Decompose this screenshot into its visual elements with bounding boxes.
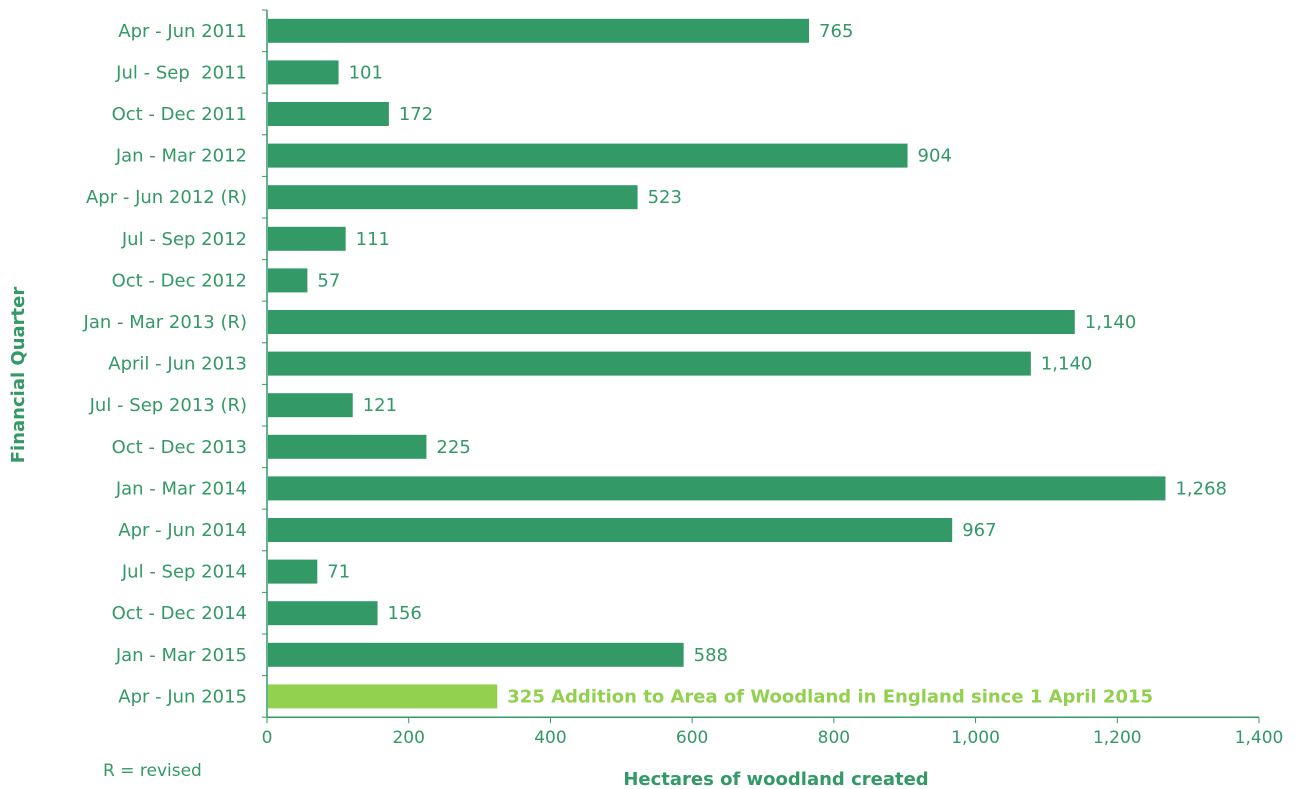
data-label: 111 — [356, 229, 390, 250]
category-label: Apr - Jun 2015 — [118, 686, 247, 707]
category-label: Apr - Jun 2014 — [118, 520, 247, 541]
data-label: 121 — [363, 395, 397, 416]
axes-layer: 0 200 400 600 800 1,000 1,200 1,400 — [262, 9, 1284, 748]
bar — [268, 434, 427, 459]
bar — [268, 143, 908, 168]
category-label: Jan - Mar 2015 — [115, 645, 247, 666]
x-tick-label: 1,400 — [1235, 728, 1284, 748]
data-labels-layer: 765 101 172 904 523 111 57 1,140 1,140 121 225 1,26… — [317, 21, 1227, 708]
bar — [268, 601, 378, 626]
bar — [268, 60, 339, 85]
data-label: 71 — [327, 562, 350, 583]
y-axis-title: Financial Quarter — [8, 287, 29, 464]
data-label: 225 — [436, 437, 470, 458]
bar — [268, 518, 953, 542]
data-label: 1,268 — [1175, 478, 1227, 499]
x-tick-label: 800 — [818, 728, 850, 748]
category-label: Jan - Mar 2013 (R) — [83, 312, 247, 333]
data-label: 765 — [819, 21, 853, 42]
data-label: 523 — [648, 187, 682, 208]
x-tick-label: 400 — [534, 728, 566, 748]
data-label: 1,140 — [1085, 312, 1137, 333]
bar — [268, 310, 1075, 334]
bar — [268, 642, 684, 667]
category-label: Oct - Dec 2014 — [112, 603, 247, 624]
data-label: 967 — [962, 520, 996, 541]
x-tick-label: 1,000 — [951, 728, 1000, 748]
revised-footnote: R = revised — [103, 761, 202, 781]
data-label: 904 — [918, 146, 952, 167]
bar — [268, 559, 318, 584]
category-label: Jul - Sep 2012 — [121, 229, 247, 250]
bar — [268, 684, 498, 709]
bar — [268, 351, 1031, 376]
category-label: Jul - Sep 2011 — [115, 62, 247, 83]
x-axis-title: Hectares of woodland created — [623, 769, 928, 789]
x-tick-label: 1,200 — [1093, 728, 1142, 748]
bar — [268, 185, 638, 210]
category-label: Apr - Jun 2012 (R) — [86, 187, 247, 208]
bar — [268, 18, 810, 43]
x-tick-label: 0 — [262, 728, 273, 748]
category-label: Jan - Mar 2012 — [115, 146, 247, 167]
category-label: Apr - Jun 2011 — [118, 21, 247, 42]
category-label: Oct - Dec 2013 — [112, 437, 247, 458]
category-label: Jan - Mar 2014 — [115, 478, 247, 499]
category-label: Oct - Dec 2012 — [112, 270, 247, 291]
bar — [268, 102, 389, 126]
bar — [268, 393, 353, 418]
category-label: Jul - Sep 2013 (R) — [89, 395, 247, 416]
bar — [268, 226, 346, 251]
data-label: 57 — [317, 270, 340, 291]
data-label: 588 — [694, 645, 728, 666]
category-label: April - Jun 2013 — [108, 354, 247, 375]
data-label: 1,140 — [1041, 354, 1093, 375]
category-label: Jul - Sep 2014 — [121, 562, 247, 583]
x-tick-label: 200 — [392, 728, 424, 748]
category-labels-layer: Apr - Jun 2011 Jul - Sep 2011 Oct - Dec 20… — [83, 21, 247, 708]
data-label: 325 Addition to Area of Woodland in Engl… — [507, 686, 1153, 707]
bar — [268, 476, 1166, 501]
category-label: Oct - Dec 2011 — [112, 104, 247, 125]
data-label: 101 — [349, 62, 383, 83]
bars-layer — [268, 18, 1166, 709]
data-label: 156 — [388, 603, 422, 624]
bar — [268, 268, 308, 293]
data-label: 172 — [399, 104, 433, 125]
x-tick-label: 600 — [676, 728, 708, 748]
